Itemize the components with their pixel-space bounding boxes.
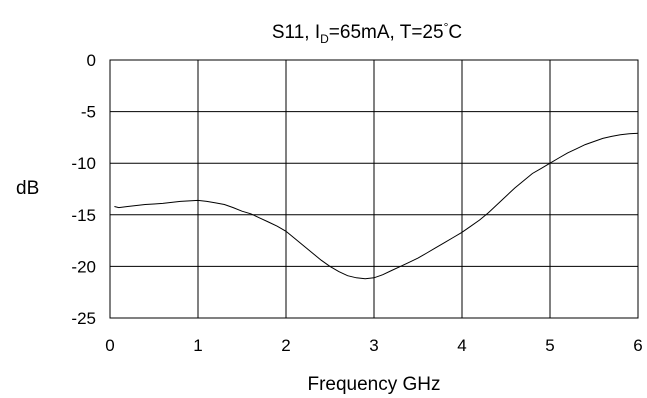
x-axis-label: Frequency GHz <box>307 374 440 395</box>
x-tick-label: 2 <box>281 336 290 355</box>
y-axis-label: dB <box>16 178 39 199</box>
chart-title-main: S11, I <box>272 22 320 43</box>
x-tick-label: 5 <box>545 336 554 355</box>
y-tick-label: 0 <box>87 51 96 70</box>
x-tick-label: 1 <box>193 336 202 355</box>
y-tick-labels: 0 -5 -10 -15 -20 -25 <box>71 51 96 328</box>
x-tick-label: 0 <box>105 336 114 355</box>
y-tick-label: -20 <box>71 257 96 276</box>
x-tick-labels: 0 1 2 3 4 5 6 <box>105 336 642 355</box>
grid <box>109 59 639 319</box>
chart-title-unit: C <box>448 22 462 43</box>
x-tick-label: 3 <box>369 336 378 355</box>
y-tick-label: -15 <box>71 206 96 225</box>
chart-title-degree: ° <box>444 20 449 34</box>
chart-title: S11, ID=65mA, T=25°C <box>272 20 462 46</box>
y-tick-label: -5 <box>81 103 96 122</box>
chart-title-subscript: D <box>320 32 329 46</box>
plot-frame <box>109 59 639 319</box>
chart-title-rest: =65mA, T=25 <box>329 22 444 43</box>
x-tick-label: 4 <box>457 336 466 355</box>
y-tick-label: -25 <box>71 309 96 328</box>
y-tick-label: -10 <box>71 154 96 173</box>
x-tick-label: 6 <box>633 336 642 355</box>
series-line <box>114 132 639 280</box>
